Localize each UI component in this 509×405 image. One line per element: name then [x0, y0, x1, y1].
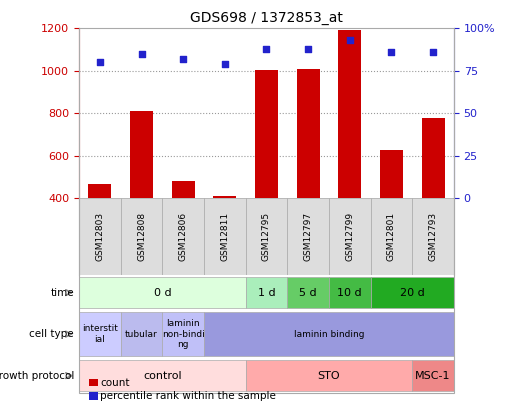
Point — [96, 59, 104, 66]
Bar — [79, 312, 121, 356]
Bar — [79, 198, 121, 275]
Bar — [204, 198, 245, 275]
Bar — [287, 198, 328, 275]
Point — [179, 56, 187, 62]
Point — [387, 49, 395, 55]
Bar — [79, 360, 245, 391]
Text: GSM12799: GSM12799 — [345, 212, 354, 262]
Text: growth protocol: growth protocol — [0, 371, 74, 381]
Bar — [162, 198, 204, 275]
Bar — [121, 312, 162, 356]
Point — [137, 51, 146, 57]
Text: GSM12801: GSM12801 — [386, 212, 395, 262]
Text: GSM12797: GSM12797 — [303, 212, 312, 262]
Bar — [245, 198, 287, 275]
Text: 1 d: 1 d — [257, 288, 275, 298]
Title: GDS698 / 1372853_at: GDS698 / 1372853_at — [190, 11, 342, 25]
Bar — [162, 312, 204, 356]
Bar — [130, 111, 153, 284]
Bar — [421, 118, 444, 284]
Bar — [296, 69, 319, 284]
Point — [303, 45, 312, 52]
Bar — [328, 277, 370, 308]
Text: GSM12793: GSM12793 — [428, 212, 437, 262]
Text: percentile rank within the sample: percentile rank within the sample — [100, 392, 276, 401]
Text: time: time — [50, 288, 74, 298]
Text: GSM12808: GSM12808 — [137, 212, 146, 262]
Bar — [172, 181, 194, 284]
Bar — [411, 198, 453, 275]
Bar — [88, 183, 111, 284]
Text: control: control — [143, 371, 181, 381]
Text: tubular: tubular — [125, 330, 158, 339]
Bar — [411, 360, 453, 391]
Text: GSM12795: GSM12795 — [262, 212, 270, 262]
Point — [262, 45, 270, 52]
Point — [220, 61, 229, 67]
Bar — [337, 30, 360, 284]
Text: MSC-1: MSC-1 — [414, 371, 450, 381]
Text: GSM12806: GSM12806 — [178, 212, 187, 262]
Text: interstit
ial: interstit ial — [82, 324, 118, 344]
Text: 0 d: 0 d — [153, 288, 171, 298]
Bar — [213, 196, 236, 284]
Bar — [121, 198, 162, 275]
Text: 20 d: 20 d — [399, 288, 424, 298]
Bar — [204, 312, 453, 356]
Bar — [245, 277, 287, 308]
Text: count: count — [100, 378, 130, 388]
Text: laminin binding: laminin binding — [293, 330, 363, 339]
Text: cell type: cell type — [29, 329, 74, 339]
Text: GSM12803: GSM12803 — [95, 212, 104, 262]
Text: laminin
non-bindi
ng: laminin non-bindi ng — [161, 319, 204, 349]
Bar — [245, 360, 411, 391]
Bar — [287, 277, 328, 308]
Bar — [79, 277, 245, 308]
Bar — [254, 70, 277, 284]
Bar — [370, 277, 453, 308]
Text: 10 d: 10 d — [337, 288, 361, 298]
Bar — [379, 149, 402, 284]
Point — [428, 49, 436, 55]
Point — [345, 37, 353, 43]
Text: STO: STO — [317, 371, 340, 381]
Text: GSM12811: GSM12811 — [220, 212, 229, 262]
Text: 5 d: 5 d — [299, 288, 316, 298]
Bar — [328, 198, 370, 275]
Bar — [370, 198, 411, 275]
